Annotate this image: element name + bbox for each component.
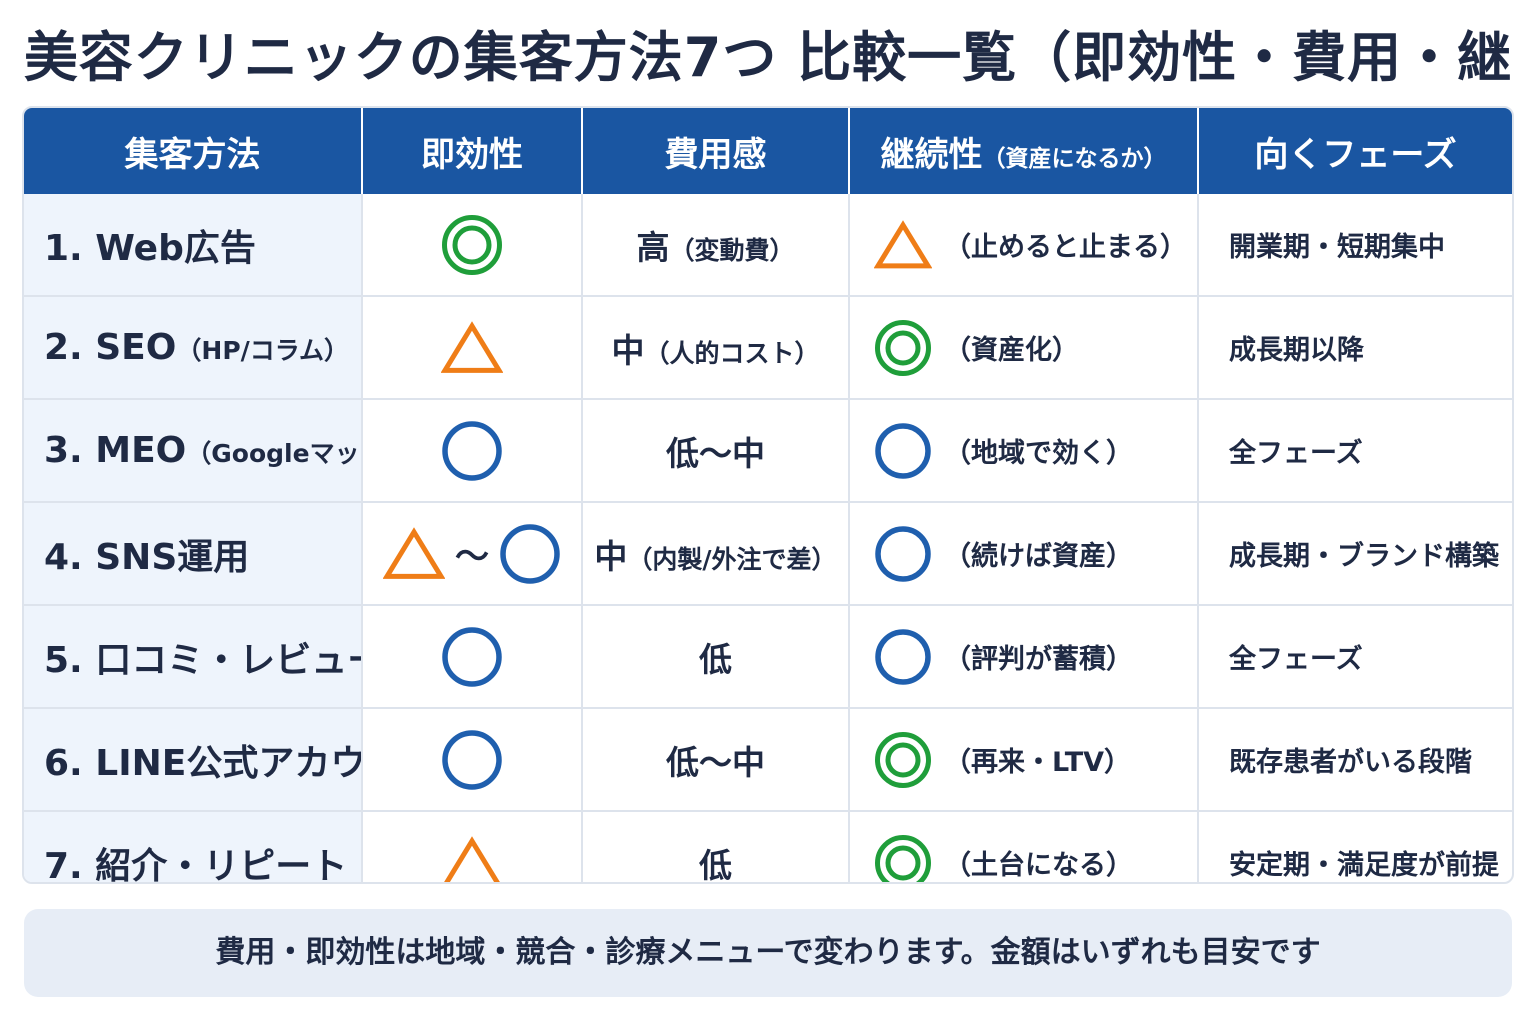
cost-label: 高	[636, 227, 670, 267]
cell-speed	[362, 810, 583, 882]
header-speed: 即効性	[362, 108, 583, 194]
cell-continuity: （地域で効く）	[849, 398, 1199, 502]
cell-continuity: （資産化）	[849, 295, 1199, 399]
method-label: 7. 紹介・リピート	[44, 845, 348, 884]
triangle-icon	[441, 836, 503, 882]
method-label: 3. MEO	[44, 430, 187, 471]
cost-sublabel: （内製/外注で差）	[627, 544, 837, 574]
circle-icon	[441, 626, 503, 688]
cell-speed	[362, 604, 583, 708]
circle-icon	[874, 628, 932, 686]
cell-method: 2. SEO（HP/コラム）	[24, 295, 363, 399]
circle-icon	[874, 525, 932, 583]
circle-icon	[874, 422, 932, 480]
continuity-note: （評判が蓄積）	[944, 644, 1133, 675]
header-method: 集客方法	[24, 108, 363, 194]
header-continuity-label: 継続性	[880, 134, 983, 175]
method-label: 5. 口コミ・レビュー	[44, 639, 362, 681]
cost-sublabel: （変動費）	[669, 235, 795, 265]
cell-continuity: （土台になる）	[849, 810, 1199, 882]
header-continuity-sub: （資産になるか）	[982, 145, 1167, 172]
cell-method: 6. LINE公式アカウント	[24, 707, 363, 811]
circle-icon	[499, 523, 561, 585]
cell-speed	[362, 398, 583, 502]
method-label: 1. Web広告	[44, 227, 256, 269]
double-circle-icon	[874, 834, 932, 882]
table-row: 7. 紹介・リピート 低 （土台になる） 安定期・満足度が前提	[24, 810, 1512, 884]
triangle-icon	[441, 321, 503, 374]
cost-label: 低〜中	[666, 433, 765, 473]
cell-method: 5. 口コミ・レビュー	[24, 604, 363, 708]
cost-label: 低〜中	[666, 742, 765, 782]
table-row: 5. 口コミ・レビュー 低 （評判が蓄積） 全フェーズ	[24, 604, 1512, 708]
cell-cost: 中（内製/外注で差）	[582, 501, 850, 605]
cost-sublabel: （人的コスト）	[644, 338, 820, 368]
cell-speed	[362, 194, 583, 296]
cell-cost: 中（人的コスト）	[582, 295, 850, 399]
cell-cost: 低	[582, 810, 850, 884]
cell-phase: 成長期以降	[1198, 295, 1512, 399]
cost-label: 中	[594, 536, 628, 576]
cost-label: 低	[699, 639, 732, 679]
cell-speed	[362, 707, 583, 811]
cell-phase: 既存患者がいる段階	[1198, 707, 1512, 811]
circle-icon	[441, 729, 503, 791]
continuity-note: （地域で効く）	[944, 438, 1133, 469]
cost-label: 中	[611, 330, 645, 370]
continuity-note: （再来・LTV）	[944, 747, 1132, 778]
triangle-icon	[874, 219, 932, 270]
header-phase: 向くフェーズ	[1198, 108, 1512, 194]
method-sublabel: （HP/コラム）	[176, 336, 350, 365]
double-circle-icon	[874, 319, 932, 377]
cell-continuity: （続けば資産）	[849, 501, 1199, 605]
cell-cost: 低〜中	[582, 398, 850, 502]
cell-phase: 成長期・ブランド構築	[1198, 501, 1512, 605]
table-row: 2. SEO（HP/コラム） 中（人的コスト） （資産化） 成長期以降	[24, 295, 1512, 399]
table-row: 6. LINE公式アカウント 低〜中 （再来・LTV） 既存患者がいる段階	[24, 707, 1512, 811]
continuity-note: （止めると止まる）	[944, 232, 1187, 263]
continuity-note: （土台になる）	[944, 850, 1133, 881]
continuity-note: （続けば資産）	[944, 541, 1133, 572]
cell-continuity: （止めると止まる）	[849, 194, 1199, 296]
header-continuity: 継続性（資産になるか）	[849, 108, 1199, 194]
double-circle-icon	[874, 731, 932, 789]
cell-phase: 安定期・満足度が前提	[1198, 810, 1512, 882]
method-label: 2. SEO	[44, 327, 177, 368]
cell-continuity: （再来・LTV）	[849, 707, 1199, 811]
cell-cost: 低	[582, 604, 850, 708]
table-header-row: 集客方法 即効性 費用感 継続性（資産になるか） 向くフェーズ	[24, 108, 1512, 194]
method-label: 4. SNS運用	[44, 536, 250, 578]
cell-speed	[362, 295, 583, 399]
circle-icon	[441, 420, 503, 482]
cell-method: 3. MEO（Googleマップ）	[24, 398, 363, 502]
table-row: 1. Web広告 高（変動費） （止めると止まる） 開業期・短期集中	[24, 194, 1512, 296]
comparison-table: 集客方法 即効性 費用感 継続性（資産になるか） 向くフェーズ 1. Web広告…	[22, 106, 1514, 884]
cell-continuity: （評判が蓄積）	[849, 604, 1199, 708]
cell-method: 7. 紹介・リピート	[24, 810, 363, 884]
speed-range-separator: 〜	[455, 537, 489, 577]
cost-label: 低	[699, 845, 732, 884]
cell-speed: 〜	[362, 501, 583, 605]
method-label: 6. LINE公式アカウント	[44, 742, 360, 784]
method-sublabel: （Googleマップ）	[186, 439, 360, 468]
cell-phase: 開業期・短期集中	[1229, 232, 1445, 263]
cell-cost: 低〜中	[582, 707, 850, 811]
cell-phase: 全フェーズ	[1198, 398, 1512, 502]
cell-phase: 全フェーズ	[1198, 604, 1512, 708]
table-row: 4. SNS運用 〜 中（内製/外注で差） （続けば資産） 成長期・ブランド構築	[24, 501, 1512, 605]
table-row: 3. MEO（Googleマップ） 低〜中 （地域で効く） 全フェーズ	[24, 398, 1512, 502]
triangle-icon	[383, 527, 445, 580]
continuity-note: （資産化）	[944, 335, 1079, 366]
cell-method: 4. SNS運用	[24, 501, 363, 605]
footer-note: 費用・即効性は地域・競合・診療メニューで変わります。金額はいずれも目安です	[24, 909, 1512, 997]
cell-method: 1. Web広告	[24, 194, 363, 296]
cell-cost: 高（変動費）	[582, 194, 850, 296]
header-cost: 費用感	[582, 108, 850, 194]
double-circle-icon	[441, 214, 503, 276]
